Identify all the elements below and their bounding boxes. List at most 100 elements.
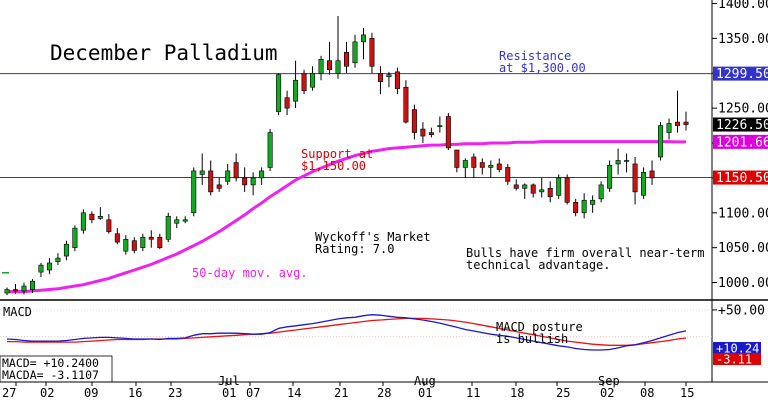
candle (72, 225, 78, 252)
candle (310, 66, 316, 91)
date-tick-label: 23 (168, 386, 182, 400)
price-tick-label: 1250.00 (718, 102, 768, 117)
candle (233, 153, 239, 182)
date-tick-label: 08 (640, 386, 654, 400)
candle-body (445, 116, 451, 149)
candle (191, 167, 197, 217)
candle-body (437, 125, 443, 127)
candle (80, 209, 86, 234)
macd-value-tag-label: +10.24 (716, 342, 759, 356)
support-label: Support at $1,150.00 (301, 147, 373, 173)
date-tick-label: 14 (287, 386, 301, 400)
candle-body (140, 236, 146, 248)
candle-body (675, 121, 681, 126)
candle-body (148, 236, 154, 240)
candle (4, 287, 10, 296)
price-tick-label: 1350.00 (718, 32, 768, 47)
candle (377, 66, 383, 95)
candle-body (250, 177, 256, 186)
candle (394, 67, 400, 95)
candle-body (165, 215, 171, 240)
candle (488, 160, 494, 178)
candle-body (310, 72, 316, 88)
candle-body (641, 172, 647, 196)
macd-panel: MACD +50.00 +10.24-3.11 MACD posture is bull… (0, 299, 768, 383)
bulls-advantage-note-line: technical advantage. (466, 258, 611, 272)
candle-body (488, 165, 494, 168)
candle (505, 163, 511, 185)
wyckoff-rating-note: Wyckoff's Market Rating: 7.0 (315, 230, 431, 256)
candle (165, 212, 171, 243)
candle-body (343, 52, 349, 67)
candle (267, 129, 273, 171)
candle (445, 113, 451, 150)
candle (123, 235, 129, 255)
price-tag-label: 1150.50 (716, 171, 768, 186)
candle-body (131, 240, 137, 251)
candle (276, 73, 282, 116)
candle-body (301, 72, 307, 91)
price-tick-label: 1050.00 (718, 241, 768, 256)
date-tick-label: 18 (510, 386, 524, 400)
candle-body (29, 280, 35, 290)
candle-body (123, 239, 129, 252)
candle (386, 71, 392, 88)
macd-value-tag (713, 342, 761, 354)
candle-body (97, 215, 103, 219)
date-tick-label: 02 (600, 386, 614, 400)
date-tick-label: 27 (2, 386, 16, 400)
candle-body (267, 132, 273, 168)
candle-body (658, 125, 664, 158)
month-label: Aug (414, 374, 436, 388)
date-tick-label: 16 (128, 386, 142, 400)
candle-body (420, 128, 426, 137)
macd-posture-note-line: is bullish (496, 332, 568, 346)
candle (462, 158, 468, 178)
candle-body (335, 60, 341, 74)
candle-body (242, 177, 248, 186)
month-label: Jul (218, 374, 240, 388)
candle (216, 177, 222, 192)
candle (403, 80, 409, 124)
candle (38, 263, 44, 277)
candle (29, 279, 35, 294)
candle (343, 41, 349, 74)
date-tick-label: 25 (556, 386, 570, 400)
macd-title: MACD (3, 305, 32, 319)
price-tag-box (713, 66, 768, 81)
candle (539, 177, 545, 198)
price-tag-label: 1201.66 (716, 135, 768, 150)
candle-body (539, 189, 545, 193)
candle-body (573, 202, 579, 214)
price-panel: 1000.001050.001100.001150.001200.001250.… (0, 0, 768, 300)
candle-body (598, 184, 604, 200)
macd-value-readout: MACD= +10.2400 (2, 356, 99, 370)
candle (437, 116, 443, 133)
candle (46, 258, 52, 275)
candle (666, 118, 672, 140)
candle-body (12, 289, 18, 292)
date-tick-label: 02 (40, 386, 54, 400)
wyckoff-rating-note-line: Rating: 7.0 (315, 242, 394, 256)
price-tick-label: 1100.00 (718, 206, 768, 221)
price-tag-label: 1226.50 (716, 118, 768, 133)
candle (581, 193, 587, 219)
candle-body (191, 170, 197, 214)
macd-tick-label: +50.00 (718, 303, 765, 318)
price-tag-label: 1299.50 (716, 67, 768, 82)
candle (157, 233, 163, 250)
candle (624, 153, 630, 173)
candle-body (471, 156, 477, 168)
candle-body (21, 285, 27, 292)
candle-body (174, 219, 180, 224)
moving-average-label: 50-day mov. avg. (192, 266, 308, 280)
candle-body (106, 219, 112, 232)
candle (106, 214, 112, 234)
candle (428, 127, 434, 138)
candle (411, 104, 417, 140)
candle (114, 228, 120, 245)
candle (530, 183, 536, 198)
candle (454, 149, 460, 173)
candle-body (454, 149, 460, 168)
